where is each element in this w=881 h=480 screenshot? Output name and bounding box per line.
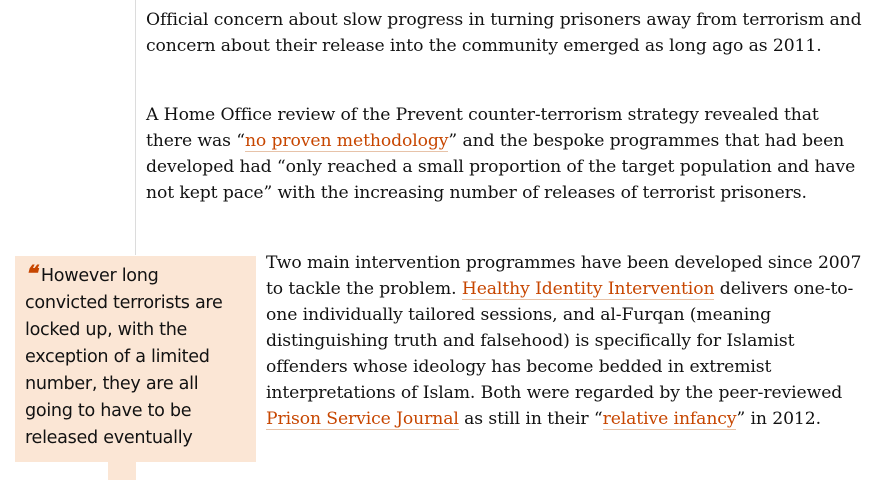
link-prison-service-journal[interactable]: Prison Service Journal xyxy=(266,409,459,430)
paragraph-text: Official concern about slow progress in … xyxy=(146,10,862,56)
paragraph-text: Two main intervention programmes have be… xyxy=(266,253,862,299)
link-no-proven-methodology[interactable]: no proven methodology xyxy=(244,131,449,152)
pull-quote-text: However long convicted terrorists are lo… xyxy=(25,266,223,448)
pull-quote-tail xyxy=(108,462,136,480)
paragraph-intervention-programmes: Two main intervention programmes have be… xyxy=(266,250,870,432)
quote-mark-icon: ❝ xyxy=(25,261,37,287)
link-relative-infancy[interactable]: relative infancy xyxy=(602,409,737,430)
paragraph-official-concern: Official concern about slow progress in … xyxy=(146,7,866,59)
pull-quote: ❝ However long convicted terrorists are l… xyxy=(15,256,256,462)
paragraph-text: A Home Office review of the Prevent coun… xyxy=(146,105,819,151)
paragraph-text: ” in 2012. xyxy=(736,409,821,429)
paragraph-text: as still in their “ xyxy=(458,409,603,429)
column-divider xyxy=(135,0,136,255)
link-healthy-identity-intervention[interactable]: Healthy Identity Intervention xyxy=(461,279,715,300)
paragraph-text: delivers one-to-one individually tailore… xyxy=(266,279,854,403)
paragraph-text: ” and the bespoke programmes that had be… xyxy=(146,131,856,203)
paragraph-home-office-review: A Home Office review of the Prevent coun… xyxy=(146,102,866,206)
